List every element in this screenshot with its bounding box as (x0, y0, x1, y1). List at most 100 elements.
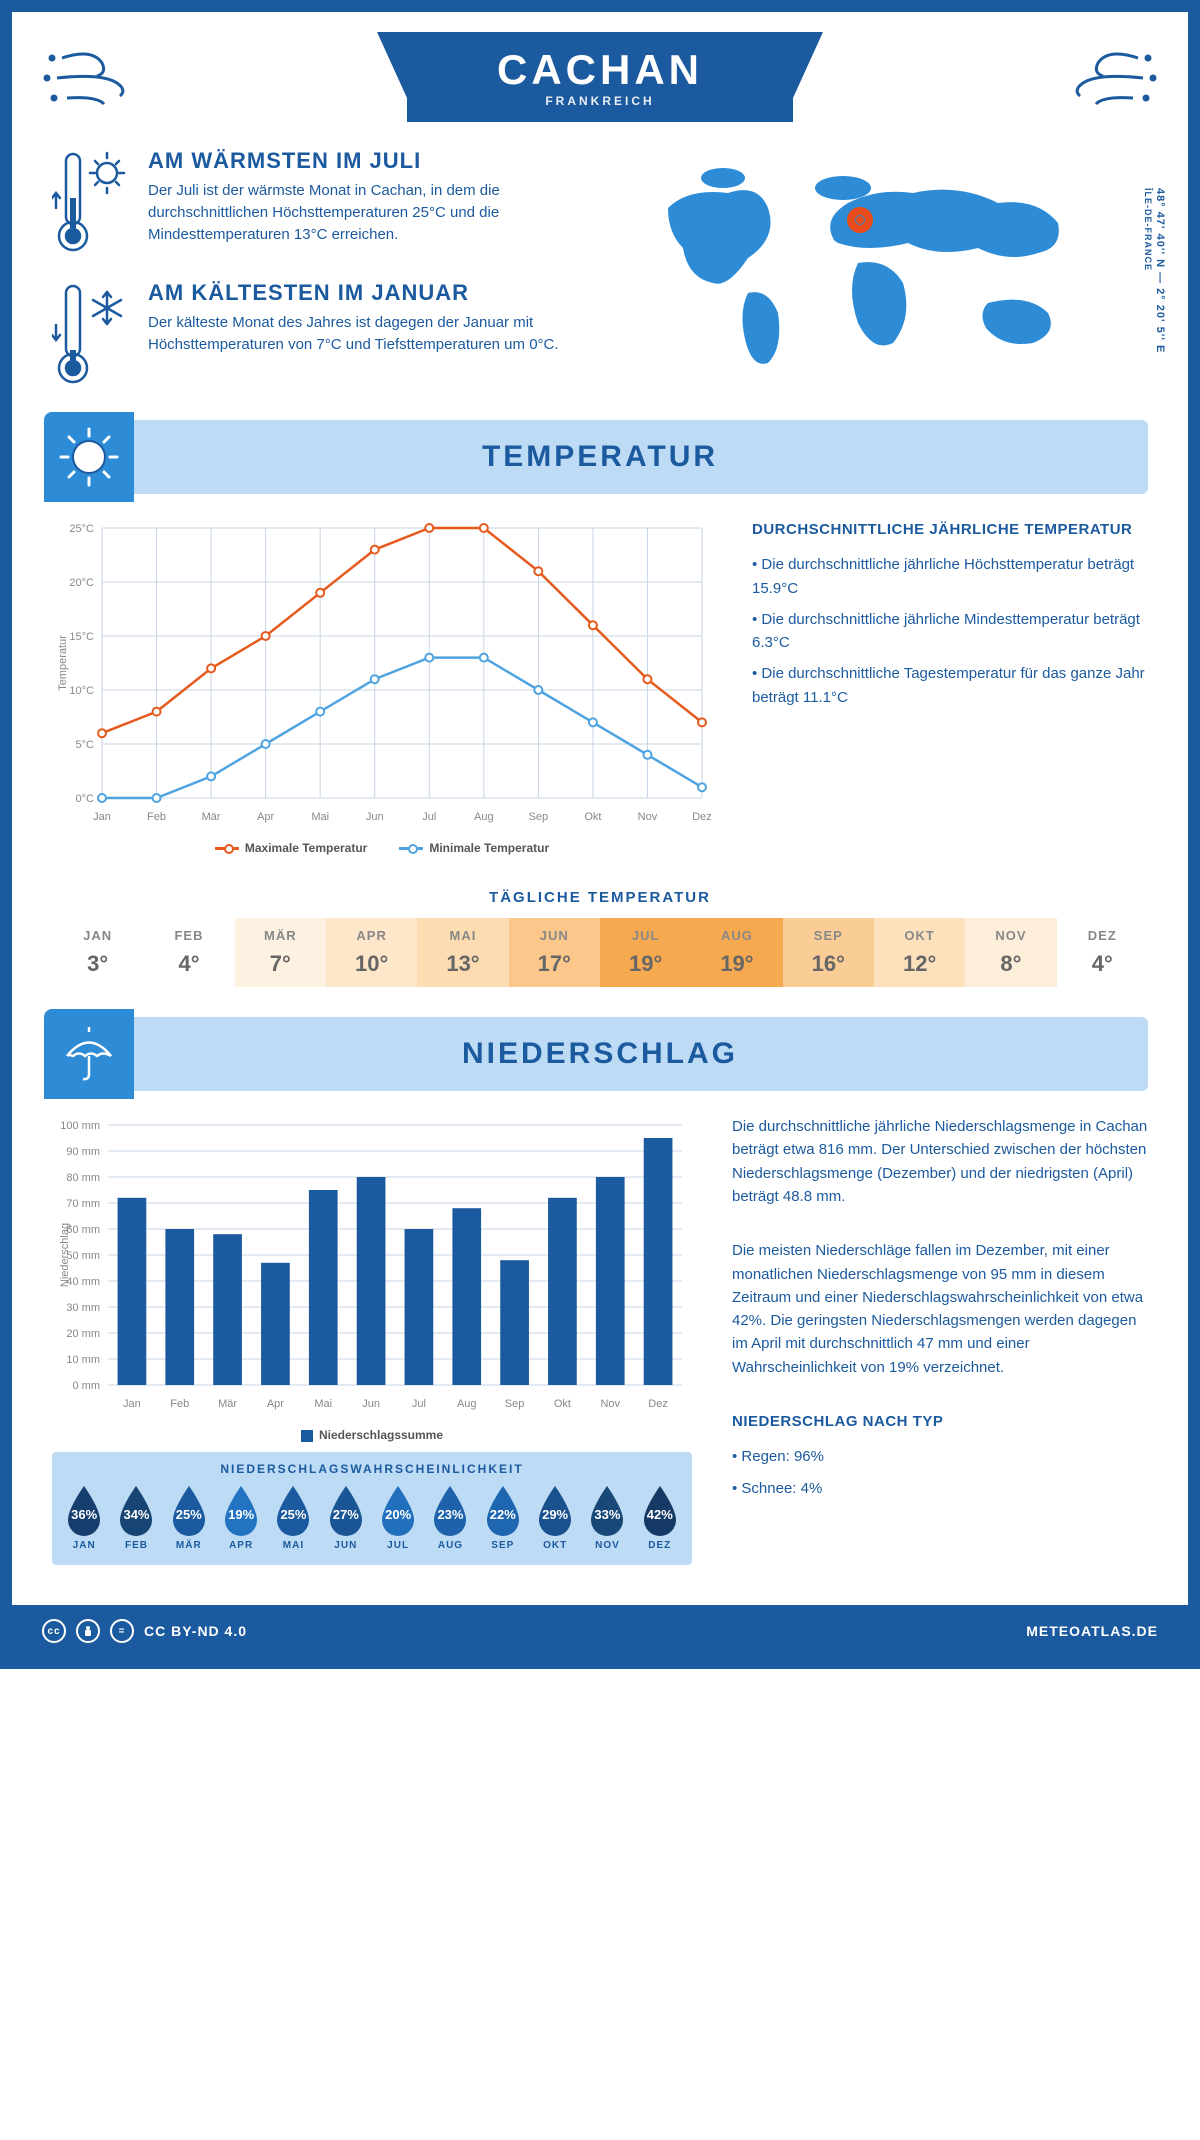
nd-icon: = (110, 1619, 134, 1643)
precipitation-bar-chart: 0 mm 10 mm 20 mm 30 mm 40 mm 50 mm 60 mm 70 mm 8… (52, 1115, 692, 1442)
svg-text:Apr: Apr (257, 811, 274, 823)
svg-text:Feb: Feb (170, 1398, 189, 1410)
drop-item: 22%SEP (477, 1484, 529, 1551)
drop-item: 20%JUL (372, 1484, 424, 1551)
svg-text:Aug: Aug (457, 1398, 477, 1410)
daily-cell: SEP16° (783, 918, 874, 987)
svg-text:Mai: Mai (314, 1398, 332, 1410)
svg-text:0°C: 0°C (76, 793, 95, 805)
svg-text:100 mm: 100 mm (60, 1120, 100, 1132)
svg-text:25°C: 25°C (69, 523, 94, 535)
daily-cell: NOV8° (965, 918, 1056, 987)
daily-temp-title: TÄGLICHE TEMPERATUR (12, 889, 1188, 906)
drop-item: 27%JUN (320, 1484, 372, 1551)
svg-text:Nov: Nov (638, 811, 658, 823)
svg-text:Sep: Sep (505, 1398, 525, 1410)
precip-rain: • Regen: 96% (732, 1445, 1148, 1468)
warmest-title: AM WÄRMSTEN IM JULI (148, 148, 598, 174)
section-temperature: TEMPERATUR (52, 420, 1148, 494)
coords-text: 48° 47' 40'' N — 2° 20' 5'' E (1154, 188, 1166, 353)
drop-item: 33%NOV (581, 1484, 633, 1551)
svg-text:Jul: Jul (412, 1398, 426, 1410)
svg-text:10 mm: 10 mm (66, 1354, 100, 1366)
drop-item: 25%MÄR (163, 1484, 215, 1551)
daily-cell: JUL19° (600, 918, 691, 987)
daily-temp-row: JAN3°FEB4°MÄR7°APR10°MAI13°JUN17°JUL19°A… (12, 918, 1188, 1017)
svg-text:Dez: Dez (692, 811, 712, 823)
daily-cell: FEB4° (143, 918, 234, 987)
warmest-fact: AM WÄRMSTEN IM JULI Der Juli ist der wär… (52, 148, 598, 258)
thermometer-cold-icon (52, 280, 130, 390)
temperature-title: TEMPERATUR (482, 440, 718, 474)
svg-text:50 mm: 50 mm (66, 1250, 100, 1262)
svg-text:Jun: Jun (362, 1398, 380, 1410)
svg-text:70 mm: 70 mm (66, 1198, 100, 1210)
svg-text:0 mm: 0 mm (73, 1380, 101, 1392)
precipitation-title: NIEDERSCHLAG (462, 1037, 738, 1071)
svg-text:Feb: Feb (147, 811, 166, 823)
coldest-text: Der kälteste Monat des Jahres ist dagege… (148, 312, 598, 356)
drop-item: 36%JAN (58, 1484, 110, 1551)
daily-cell: MÄR7° (235, 918, 326, 987)
header: CACHAN FRANKREICH (12, 12, 1188, 122)
svg-text:80 mm: 80 mm (66, 1172, 100, 1184)
svg-text:40 mm: 40 mm (66, 1276, 100, 1288)
temp-bullet: • Die durchschnittliche jährliche Mindes… (752, 608, 1148, 655)
svg-text:Jun: Jun (366, 811, 384, 823)
temperature-line-chart: 0°C5°C10°C15°C20°C25°CJanFebMärAprMaiJun… (52, 518, 712, 855)
drop-item: 19%APR (215, 1484, 267, 1551)
svg-text:90 mm: 90 mm (66, 1146, 100, 1158)
precip-type-title: NIEDERSCHLAG NACH TYP (732, 1410, 1148, 1433)
svg-text:20 mm: 20 mm (66, 1328, 100, 1340)
precip-text: Die meisten Niederschläge fallen im Deze… (732, 1239, 1148, 1379)
svg-text:20°C: 20°C (69, 577, 94, 589)
probability-box: NIEDERSCHLAGSWAHRSCHEINLICHKEIT 36%JAN34… (52, 1452, 692, 1565)
svg-text:Okt: Okt (584, 811, 601, 823)
wind-icon (1058, 38, 1158, 118)
precip-snow: • Schnee: 4% (732, 1477, 1148, 1500)
svg-text:30 mm: 30 mm (66, 1302, 100, 1314)
drop-item: 23%AUG (424, 1484, 476, 1551)
sun-icon (44, 412, 134, 502)
daily-cell: MAI13° (417, 918, 508, 987)
warmest-text: Der Juli ist der wärmste Monat in Cachan… (148, 180, 598, 245)
world-map: 48° 47' 40'' N — 2° 20' 5'' EÎLE-DE-FRAN… (628, 148, 1148, 412)
drop-item: 42%DEZ (634, 1484, 686, 1551)
svg-text:Jan: Jan (93, 811, 111, 823)
temp-side-title: DURCHSCHNITTLICHE JÄHRLICHE TEMPERATUR (752, 518, 1148, 541)
drop-item: 34%FEB (110, 1484, 162, 1551)
daily-cell: APR10° (326, 918, 417, 987)
drop-item: 25%MAI (267, 1484, 319, 1551)
daily-cell: JAN3° (52, 918, 143, 987)
daily-cell: JUN17° (509, 918, 600, 987)
probability-title: NIEDERSCHLAGSWAHRSCHEINLICHKEIT (52, 1462, 692, 1476)
drop-item: 29%OKT (529, 1484, 581, 1551)
svg-text:Mai: Mai (311, 811, 329, 823)
license-text: CC BY-ND 4.0 (144, 1623, 247, 1639)
cc-icon: cc (42, 1619, 66, 1643)
svg-text:Dez: Dez (648, 1398, 668, 1410)
city-title: CACHAN (497, 46, 703, 94)
svg-text:15°C: 15°C (69, 631, 94, 643)
title-banner: CACHAN FRANKREICH (407, 32, 793, 122)
coldest-fact: AM KÄLTESTEN IM JANUAR Der kälteste Mona… (52, 280, 598, 390)
chart-legend: Maximale Temperatur Minimale Temperatur (52, 841, 712, 855)
svg-text:Apr: Apr (267, 1398, 284, 1410)
thermometer-hot-icon (52, 148, 130, 258)
by-icon (76, 1619, 100, 1643)
region-text: ÎLE-DE-FRANCE (1143, 188, 1153, 271)
precip-text: Die durchschnittliche jährliche Niedersc… (732, 1115, 1148, 1208)
svg-text:Aug: Aug (474, 811, 494, 823)
umbrella-icon (44, 1009, 134, 1099)
svg-text:5°C: 5°C (76, 739, 95, 751)
wind-icon (42, 38, 142, 118)
svg-text:10°C: 10°C (69, 685, 94, 697)
temp-bullet: • Die durchschnittliche jährliche Höchst… (752, 553, 1148, 600)
chart-legend: Niederschlagssumme (52, 1428, 692, 1442)
daily-cell: OKT12° (874, 918, 965, 987)
svg-text:Jan: Jan (123, 1398, 141, 1410)
svg-text:Okt: Okt (554, 1398, 571, 1410)
svg-text:Temperatur: Temperatur (57, 635, 69, 691)
svg-text:60 mm: 60 mm (66, 1224, 100, 1236)
country-subtitle: FRANKREICH (497, 94, 703, 108)
